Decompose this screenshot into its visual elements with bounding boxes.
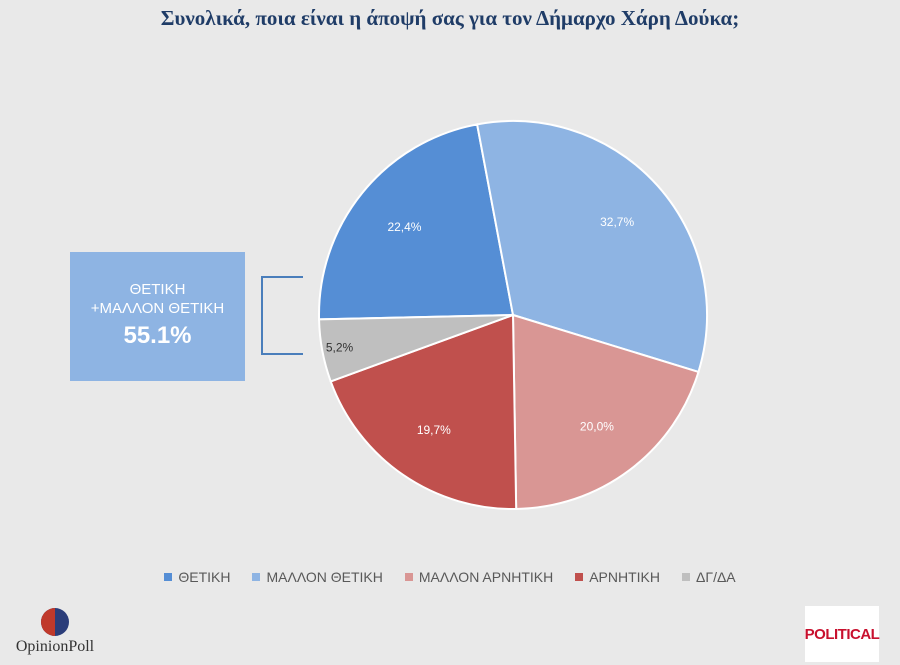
summary-value: 55.1% [123, 322, 192, 349]
slice-label-1: 32,7% [600, 215, 634, 229]
legend-label-4: ΔΓ/ΔΑ [696, 569, 736, 585]
legend-item-4: ΔΓ/ΔΑ [682, 569, 736, 585]
legend-item-3: ΑΡΝΗΤΙΚΗ [575, 569, 660, 585]
legend-swatch-1 [252, 573, 261, 581]
legend-item-2: ΜΑΛΛΟΝ ΑΡΝΗΤΙΚΗ [404, 569, 554, 585]
slice-label-3: 19,7% [417, 423, 451, 437]
summary-bracket [261, 276, 303, 355]
chart-title: Συνολικά, ποια είναι η άποψή σας για τον… [160, 6, 740, 30]
pie-slice-2 [511, 313, 700, 510]
pie-chart: 22,4% 32,7% 20,0% 19,7% 5,2% [261, 120, 708, 510]
opinionpoll-logo-mark [41, 608, 69, 636]
legend: ΘΕΤΙΚΗ ΜΑΛΛΟΝ ΘΕΤΙΚΗ ΜΑΛΛΟΝ ΑΡΝΗΤΙΚΗ ΑΡΝΗΤΙ… [0, 569, 900, 585]
summary-label: ΘΕΤΙΚΗ +ΜΑΛΛΟΝ ΘΕΤΙΚΗ [90, 281, 225, 317]
legend-swatch-4 [682, 573, 690, 581]
legend-label-1: ΜΑΛΛΟΝ ΘΕΤΙΚΗ [266, 569, 383, 585]
pie-slice-1 [475, 120, 708, 374]
legend-label-2: ΜΑΛΛΟΝ ΑΡΝΗΤΙΚΗ [418, 569, 554, 585]
pie-slice-0 [318, 123, 515, 321]
legend-swatch-2 [404, 573, 413, 581]
slice-label-2: 20,0% [580, 420, 614, 434]
legend-item-1: ΜΑΛΛΟΝ ΘΕΤΙΚΗ [252, 569, 383, 585]
pie-slice-4 [318, 314, 514, 383]
summary-box: ΘΕΤΙΚΗ +ΜΑΛΛΟΝ ΘΕΤΙΚΗ 55.1% [70, 252, 245, 381]
political-logo: POLITICAL [804, 606, 880, 662]
legend-swatch-0 [164, 573, 173, 581]
opinionpoll-logo-text: OpinionPoll [15, 638, 95, 655]
pie-slice-3 [329, 313, 518, 510]
legend-label-0: ΘΕΤΙΚΗ [178, 569, 231, 585]
legend-label-3: ΑΡΝΗΤΙΚΗ [589, 569, 660, 585]
political-logo-text: POLITICAL [804, 625, 880, 643]
slice-label-0: 22,4% [387, 220, 421, 234]
legend-item-0: ΘΕΤΙΚΗ [164, 569, 230, 585]
legend-swatch-3 [575, 573, 584, 581]
opinionpoll-logo: OpinionPoll [10, 605, 100, 660]
slice-label-4: 5,2% [326, 341, 354, 355]
